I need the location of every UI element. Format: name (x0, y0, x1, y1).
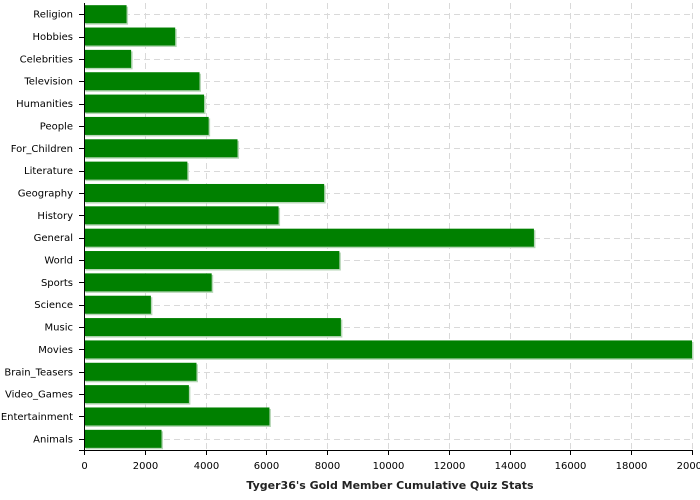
bar (84, 429, 162, 448)
category-labels: Religion Hobbies Celebrities Television Huma… (1, 10, 73, 446)
x-tick-label: 8000 (315, 461, 340, 472)
category-label: Video_Games (5, 390, 73, 401)
bar (84, 94, 205, 113)
bar (84, 385, 189, 404)
category-label: Entertainment (1, 412, 73, 423)
category-label: Literature (24, 166, 73, 177)
bars (84, 5, 694, 450)
category-label: General (34, 233, 73, 244)
bar (84, 27, 176, 46)
category-label: Geography (18, 188, 73, 199)
category-label: Celebrities (20, 54, 73, 65)
bar (84, 139, 238, 158)
grid-lines (84, 3, 693, 450)
axes (79, 3, 693, 455)
bar (84, 228, 534, 247)
category-label: Animals (33, 434, 73, 445)
bar (84, 273, 212, 292)
bar (84, 206, 279, 225)
x-tick-label: 4000 (194, 461, 219, 472)
category-label: Sports (41, 278, 73, 289)
bar (84, 183, 325, 202)
bar (84, 362, 197, 381)
x-tick-label: 16000 (555, 461, 587, 472)
category-label: Hobbies (33, 32, 73, 43)
bar (84, 49, 132, 68)
x-tick-label: 10000 (373, 461, 405, 472)
bar (84, 318, 341, 337)
category-label: World (44, 256, 73, 267)
category-label: Movies (38, 345, 73, 356)
category-label: Television (23, 77, 73, 88)
x-tick-label: 20000 (677, 461, 700, 472)
category-label: For_Children (11, 144, 73, 155)
category-label: History (37, 211, 73, 222)
bar (84, 251, 340, 270)
category-label: Science (34, 300, 73, 311)
category-label: Humanities (16, 99, 73, 110)
bar (84, 407, 270, 426)
bar (84, 116, 209, 135)
category-label: People (40, 121, 73, 132)
category-label: Religion (33, 10, 73, 21)
x-tick-label: 2000 (133, 461, 158, 472)
x-tick-label: 18000 (616, 461, 648, 472)
category-label: Music (45, 323, 73, 334)
x-axis-title: Tyger36's Gold Member Cumulative Quiz St… (246, 479, 534, 492)
x-tick-label: 6000 (254, 461, 279, 472)
bar (84, 340, 692, 359)
x-tick-label: 0 (81, 461, 87, 472)
category-label: Brain_Teasers (4, 367, 73, 378)
bar (84, 161, 188, 180)
bar (84, 295, 151, 314)
x-tick-label: 12000 (434, 461, 466, 472)
bar (84, 5, 127, 24)
bar (84, 72, 200, 91)
x-tick-labels: 0 2000 4000 6000 8000 10000 12000 14000 16000 180… (81, 461, 700, 472)
x-tick-label: 14000 (495, 461, 527, 472)
